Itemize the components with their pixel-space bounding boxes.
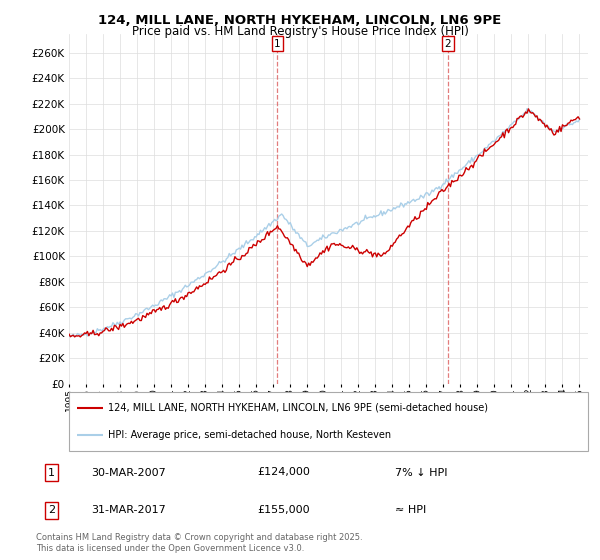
Text: 124, MILL LANE, NORTH HYKEHAM, LINCOLN, LN6 9PE (semi-detached house): 124, MILL LANE, NORTH HYKEHAM, LINCOLN, … — [108, 403, 488, 413]
Text: 124, MILL LANE, NORTH HYKEHAM, LINCOLN, LN6 9PE: 124, MILL LANE, NORTH HYKEHAM, LINCOLN, … — [98, 14, 502, 27]
Text: ≈ HPI: ≈ HPI — [395, 505, 426, 515]
Text: 1: 1 — [48, 468, 55, 478]
Text: 2: 2 — [48, 505, 55, 515]
Text: 30-MAR-2007: 30-MAR-2007 — [91, 468, 166, 478]
Text: £155,000: £155,000 — [257, 505, 310, 515]
Text: Price paid vs. HM Land Registry's House Price Index (HPI): Price paid vs. HM Land Registry's House … — [131, 25, 469, 38]
Text: 2: 2 — [445, 39, 451, 49]
Text: HPI: Average price, semi-detached house, North Kesteven: HPI: Average price, semi-detached house,… — [108, 430, 391, 440]
Text: Contains HM Land Registry data © Crown copyright and database right 2025.
This d: Contains HM Land Registry data © Crown c… — [36, 533, 362, 553]
Text: 1: 1 — [274, 39, 281, 49]
Text: 31-MAR-2017: 31-MAR-2017 — [91, 505, 166, 515]
Text: £124,000: £124,000 — [257, 468, 310, 478]
FancyBboxPatch shape — [69, 392, 588, 451]
Text: 7% ↓ HPI: 7% ↓ HPI — [395, 468, 448, 478]
